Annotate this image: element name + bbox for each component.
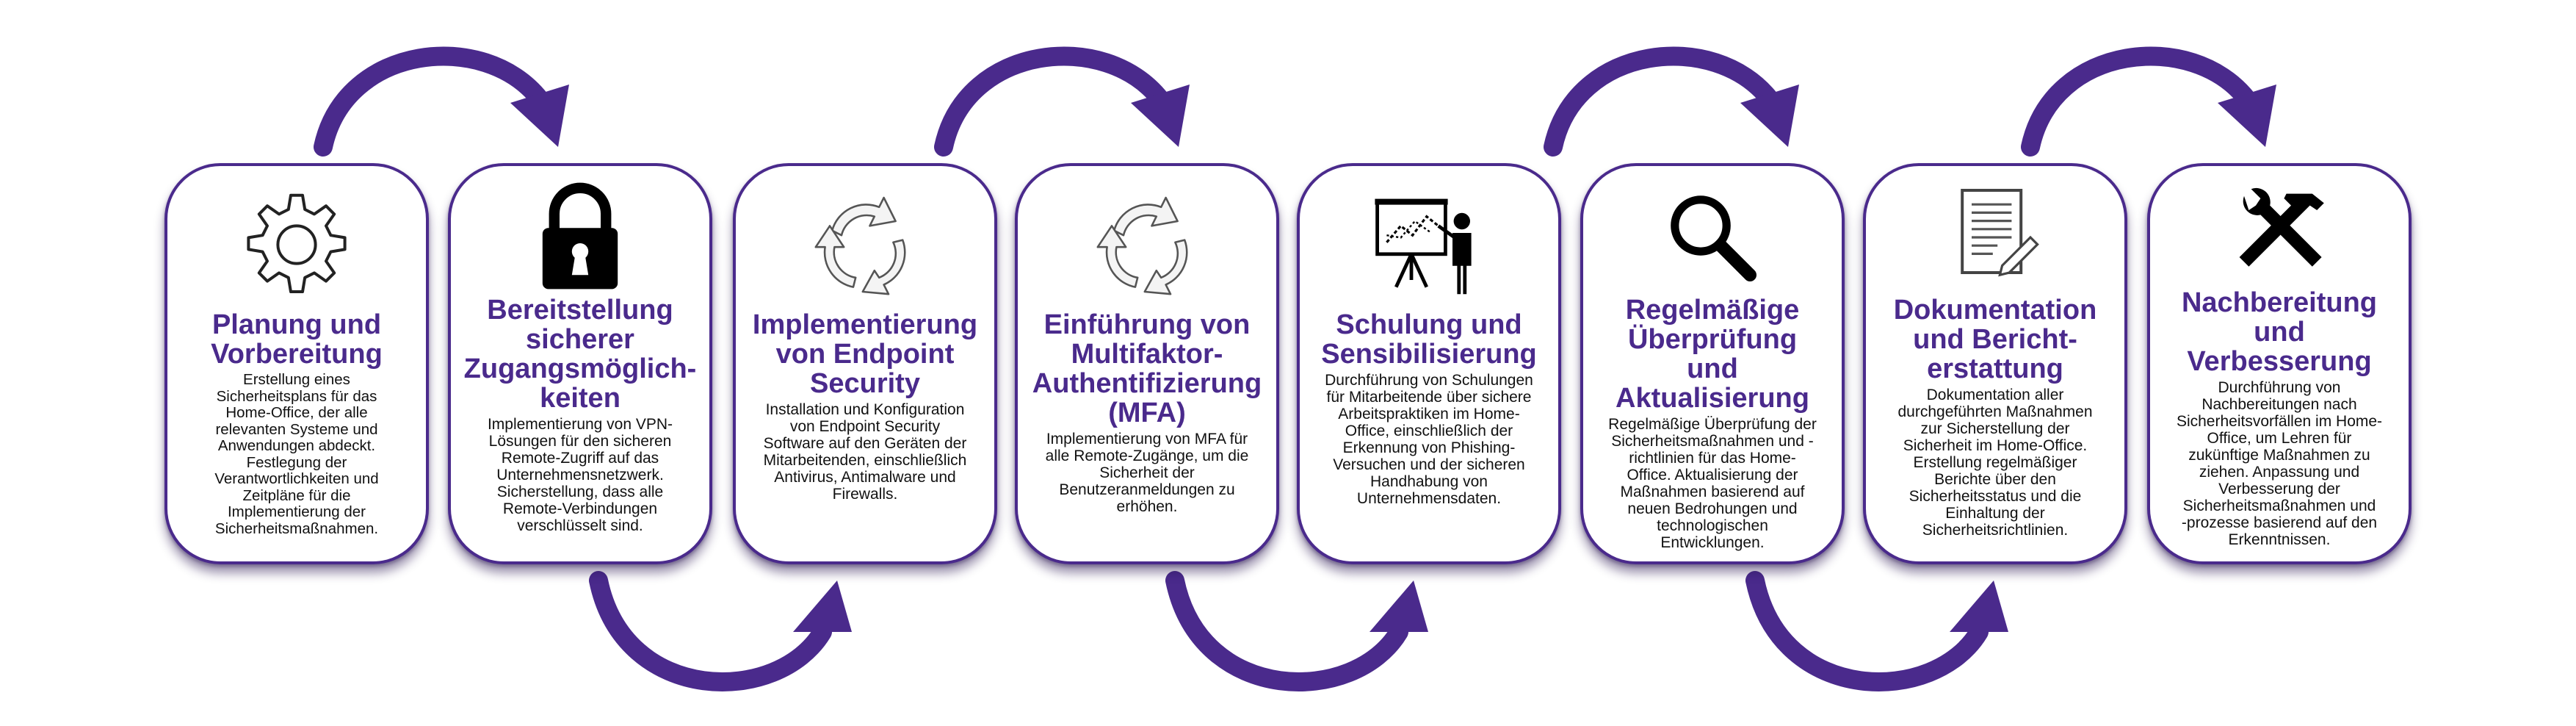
arrow-top-5-6 xyxy=(1544,46,1799,157)
recycle-arrows-icon xyxy=(1085,182,1209,307)
padlock-icon xyxy=(518,182,643,292)
gear-icon xyxy=(234,182,359,307)
step-card-training: Schulung und Sensibilisierung Durchführu… xyxy=(1297,163,1561,564)
step-title: Bereitstellung sicherer Zugangsmöglich- … xyxy=(463,295,697,414)
step-title: Nachbereitung und Verbesserung xyxy=(2181,287,2378,377)
tools-icon xyxy=(2217,182,2342,285)
step-description: Implementierung von MFA für alle Remote-… xyxy=(1045,431,1249,515)
step-title: Einführung von Multifaktor- Authentifizi… xyxy=(1032,309,1262,428)
arrow-bottom-6-7 xyxy=(1745,571,2008,691)
step-card-improvement: Nachbereitung und Verbesserung Durchführ… xyxy=(2147,163,2412,564)
step-description: Durchführung von Schulungen für Mitarbei… xyxy=(1325,372,1533,507)
step-description: Installation und Konfiguration von Endpo… xyxy=(763,401,967,503)
step-card-documentation: Dokumentation und Bericht- erstattung Do… xyxy=(1863,163,2127,564)
step-card-endpoint-security: Implementierung von Endpoint Security In… xyxy=(733,163,997,564)
document-icon xyxy=(1933,182,2058,292)
magnifier-icon xyxy=(1650,182,1775,292)
arrow-top-7-8 xyxy=(2021,46,2276,157)
arrow-top-3-4 xyxy=(934,46,1190,157)
step-description: Regelmäßige Überprüfung der Sicherheitsm… xyxy=(1608,416,1817,551)
arrow-bottom-2-3 xyxy=(589,571,852,691)
step-card-planning: Planung und Vorbereitung Erstellung eine… xyxy=(164,163,429,564)
step-title: Dokumentation und Bericht- erstattung xyxy=(1893,295,2097,384)
step-card-secure-access: Bereitstellung sicherer Zugangsmöglich- … xyxy=(448,163,712,564)
arrow-bottom-4-5 xyxy=(1165,571,1428,691)
presentation-icon xyxy=(1367,182,1491,307)
arrow-top-1-2 xyxy=(314,46,569,157)
recycle-arrows-icon xyxy=(803,182,927,307)
step-description: Durchführung von Nachbereitungen nach Si… xyxy=(2176,379,2383,548)
step-title: Implementierung von Endpoint Security xyxy=(752,309,978,399)
step-card-review: Regelmäßige Überprüfung und Aktualisieru… xyxy=(1580,163,1845,564)
step-description: Dokumentation aller durchgeführten Maßna… xyxy=(1897,387,2093,539)
step-title: Planung und Vorbereitung xyxy=(211,309,383,370)
step-description: Implementierung von VPN- Lösungen für de… xyxy=(487,416,673,534)
step-title: Regelmäßige Überprüfung und Aktualisieru… xyxy=(1616,295,1809,414)
step-card-mfa: Einführung von Multifaktor- Authentifizi… xyxy=(1015,163,1279,564)
step-title: Schulung und Sensibilisierung xyxy=(1321,309,1537,370)
step-description: Erstellung eines Sicherheitsplans für da… xyxy=(214,371,379,537)
